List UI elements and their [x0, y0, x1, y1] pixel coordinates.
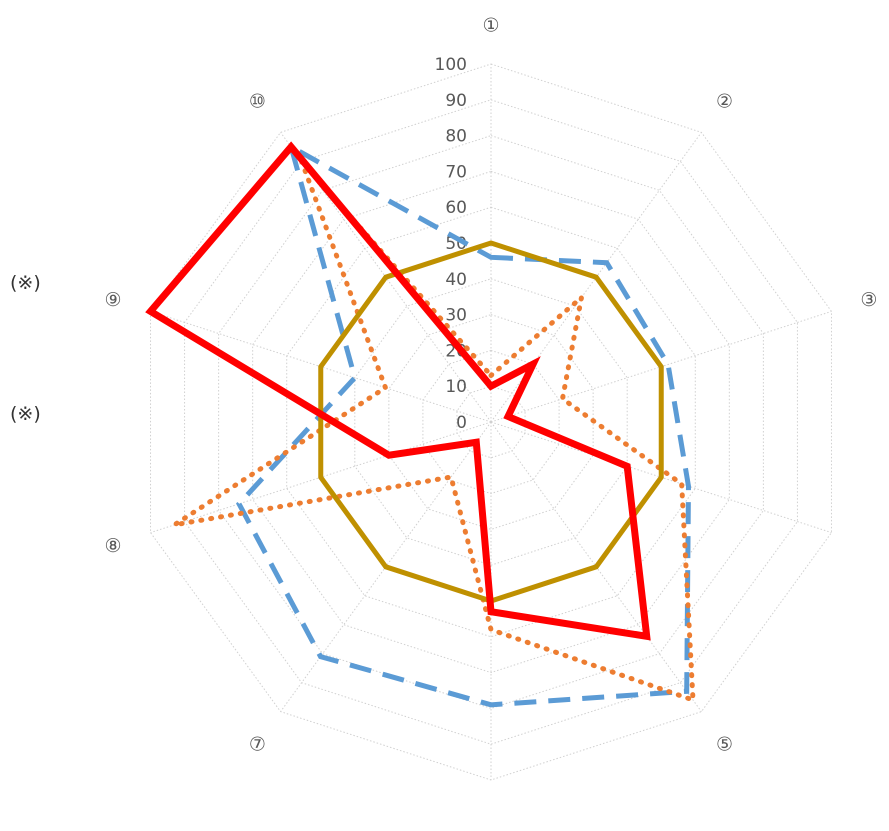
series-line-2	[172, 159, 696, 704]
axis-label: ⑩	[249, 91, 266, 113]
grid-ring	[388, 314, 594, 530]
grid-ring	[422, 349, 560, 495]
grid-ring	[252, 170, 730, 674]
footnote-mark-1: (※)	[10, 272, 41, 294]
axis-label: ⑧	[105, 535, 122, 557]
r-tick-label: 40	[445, 270, 467, 290]
r-tick-label: 90	[445, 91, 467, 111]
footnote-mark-2: (※)	[10, 403, 41, 425]
r-tick-label: 30	[445, 306, 467, 326]
axis-label: ⑤	[716, 733, 733, 755]
grid-ring	[286, 206, 696, 638]
r-tick-label: 60	[445, 198, 467, 218]
axis-label: ②	[716, 91, 733, 113]
axis-label: ⑨	[105, 289, 122, 311]
grid-ring	[218, 135, 764, 709]
r-tick-label: 100	[435, 55, 467, 75]
series-line-1	[236, 141, 691, 708]
r-tick-label: 80	[445, 127, 467, 147]
r-tick-label: 70	[445, 162, 467, 182]
grid-ring	[354, 278, 628, 566]
series-line-4	[145, 141, 651, 641]
grid-ring	[184, 99, 798, 745]
axis-label: ⑦	[249, 733, 266, 755]
r-tick-label: 10	[445, 377, 467, 397]
r-tick-label: 0	[456, 413, 467, 433]
axis-label: ③	[860, 289, 877, 311]
axis-label: ①	[482, 15, 499, 37]
